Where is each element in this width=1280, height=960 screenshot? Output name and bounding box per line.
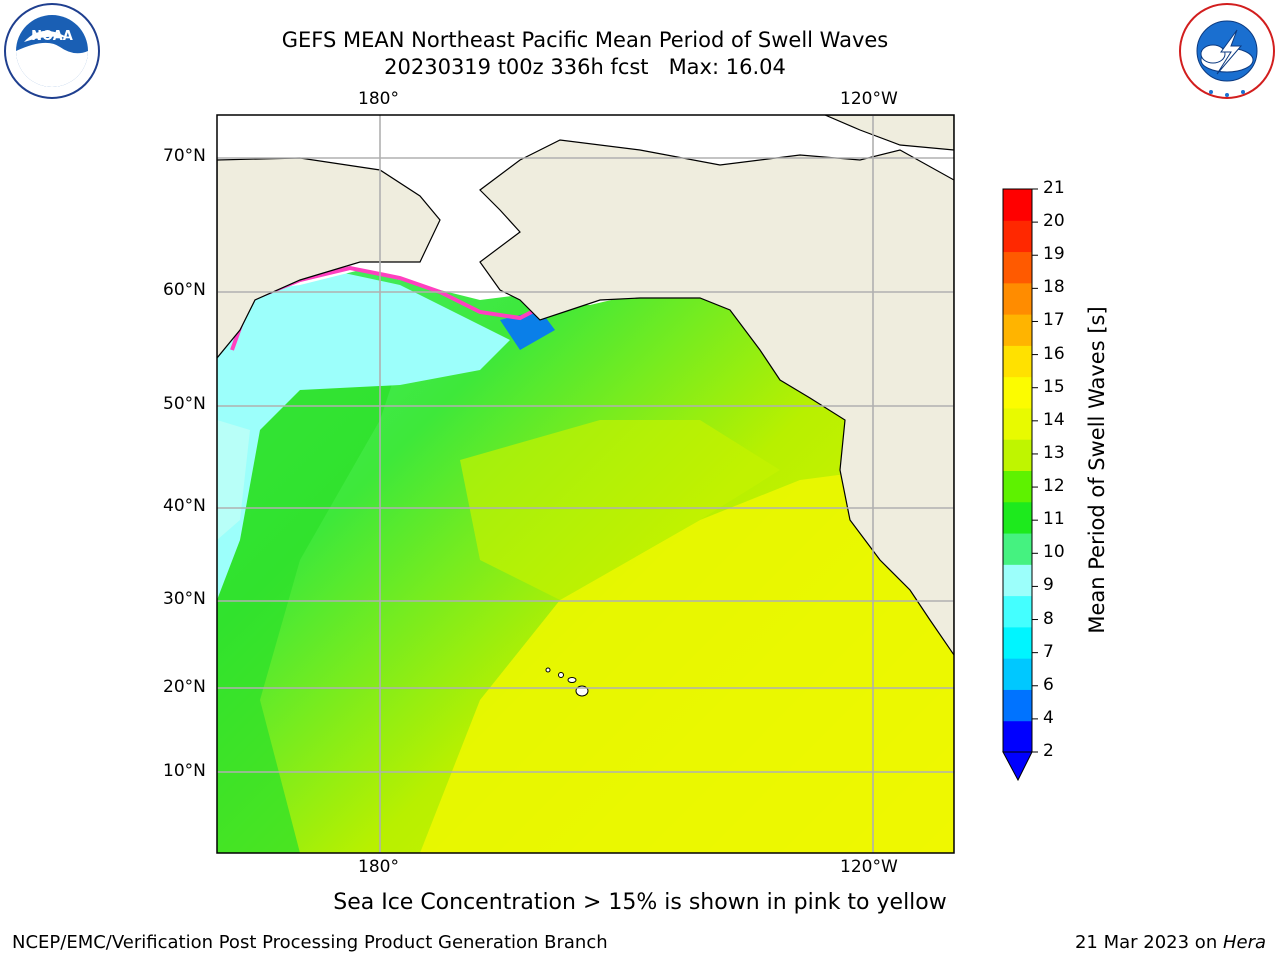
- colorbar-tick-label: 19: [1043, 244, 1065, 265]
- colorbar-extend-arrow: [1002, 751, 1033, 782]
- yellow-green-region: [460, 420, 780, 600]
- colorbar-tick-label: 11: [1043, 509, 1065, 530]
- colorbar-segment: [1003, 407, 1032, 440]
- footer-host: Hera: [1222, 932, 1266, 953]
- colorbar-tick-label: 20: [1043, 211, 1065, 232]
- colorbar-segment: [1003, 595, 1032, 628]
- lat-label-30n: 30°N: [163, 589, 206, 609]
- colorbar-tick-label: 17: [1043, 310, 1065, 331]
- cyan-region-bering: [217, 270, 510, 600]
- colorbar-tick-label: 16: [1043, 343, 1065, 364]
- noaa-logo-text: NOAA: [31, 29, 73, 44]
- colorbar-label: Mean Period of Swell Waves [s]: [1085, 306, 1109, 634]
- land-arctic-islands: [824, 115, 954, 151]
- colorbar-segment: [1003, 626, 1032, 659]
- noaa-logo: NOAA: [2, 2, 102, 100]
- lat-label-50n: 50°N: [163, 394, 206, 414]
- green-band-west: [217, 300, 420, 853]
- colorbar-segment: [1003, 189, 1032, 221]
- colorbar-tick-label: 10: [1043, 542, 1065, 563]
- lat-label-10n: 10°N: [163, 761, 206, 781]
- footer-credit: NCEP/EMC/Verification Post Processing Pr…: [12, 932, 608, 953]
- land-north-america: [479, 139, 954, 657]
- colorbar-segment: [1003, 533, 1032, 565]
- colorbar-tick-label: 6: [1043, 674, 1054, 695]
- lat-label-70n: 70°N: [163, 146, 206, 166]
- hawaii-islands: [545, 667, 551, 673]
- colorbar-segment: [1003, 314, 1032, 346]
- map-frame: [216, 114, 955, 854]
- footer-date: 21 Mar 2023 on Hera: [1075, 932, 1266, 953]
- national-weather-service-logo: [1177, 2, 1278, 100]
- colorbar-tick-label: 7: [1043, 641, 1054, 662]
- colorbar-segment: [1003, 501, 1032, 534]
- chart-subtitle: 20230319 t00z 336h fcst Max: 16.04: [384, 55, 786, 79]
- land-siberia: [217, 157, 441, 359]
- lon-label-top-180: 180°: [358, 89, 399, 109]
- colorbar-segment: [1003, 220, 1032, 253]
- colorbar-tick-label: 8: [1043, 608, 1054, 629]
- colorbar-tick-label: 4: [1043, 707, 1054, 728]
- lon-label-bottom-180: 180°: [358, 857, 399, 877]
- graticule: [217, 115, 954, 853]
- colorbar-segment: [1003, 720, 1032, 753]
- colorbar-tick-label: 13: [1043, 442, 1065, 463]
- sea-ice-caption: Sea Ice Concentration > 15% is shown in …: [333, 890, 947, 915]
- cyan-region-west: [217, 420, 250, 540]
- colorbar-segment: [1003, 658, 1032, 690]
- lat-label-20n: 20°N: [163, 677, 206, 697]
- colorbar-segment: [1003, 376, 1032, 409]
- lon-label-bottom-120w: 120°W: [840, 857, 898, 877]
- colorbar: [1002, 188, 1038, 753]
- colorbar-tick-label: 14: [1043, 409, 1065, 430]
- colorbar-segment: [1003, 564, 1032, 597]
- lon-label-top-120w: 120°W: [840, 89, 898, 109]
- colorbar-tick-label: 18: [1043, 277, 1065, 298]
- colorbar-tick-label: 9: [1043, 575, 1054, 596]
- colorbar-segment: [1003, 345, 1032, 378]
- yellow-region-southeast: [420, 460, 954, 853]
- colorbar-segment: [1003, 439, 1032, 471]
- lat-label-40n: 40°N: [163, 496, 206, 516]
- colorbar-tick-label: 2: [1043, 741, 1054, 761]
- colorbar-segment: [1003, 282, 1032, 315]
- colorbar-segment: [1003, 251, 1032, 284]
- colorbar-segment: [1003, 689, 1032, 722]
- colorbar-tick-label: 15: [1043, 376, 1065, 397]
- footer-date-text: 21 Mar 2023 on: [1074, 932, 1223, 953]
- colorbar-segment: [1003, 470, 1032, 503]
- chart-title: GEFS MEAN Northeast Pacific Mean Period …: [281, 28, 889, 52]
- lat-label-60n: 60°N: [163, 280, 206, 300]
- colorbar-tick-label: 12: [1043, 476, 1065, 497]
- colorbar-tick-label: 21: [1043, 178, 1065, 198]
